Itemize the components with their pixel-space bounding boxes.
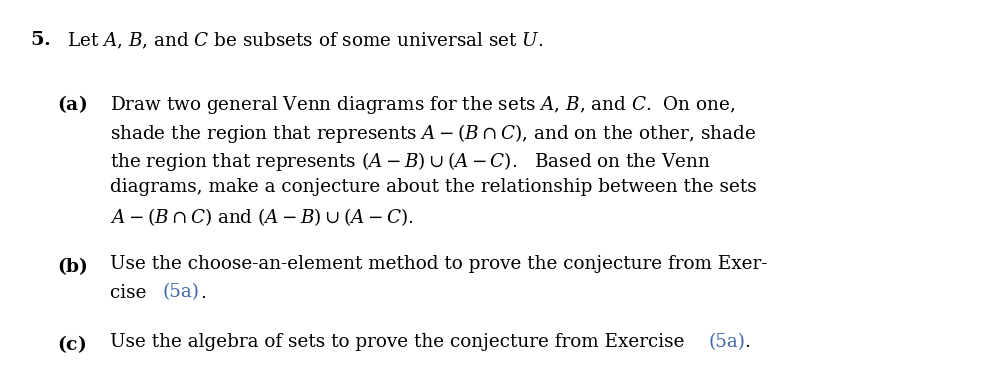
- Text: Draw two general Venn diagrams for the sets $A$, $B$, and $C$.  On one,: Draw two general Venn diagrams for the s…: [110, 94, 735, 115]
- Text: Use the algebra of sets to prove the conjecture from Exercise: Use the algebra of sets to prove the con…: [110, 333, 691, 351]
- Text: Let $A$, $B$, and $C$ be subsets of some universal set $U$.: Let $A$, $B$, and $C$ be subsets of some…: [67, 31, 543, 51]
- Text: $A-(B\cap C)$ and $(A-B)\cup(A-C)$.: $A-(B\cap C)$ and $(A-B)\cup(A-C)$.: [110, 206, 413, 228]
- Text: the region that represents $(A-B)\cup(A-C)$.   Based on the Venn: the region that represents $(A-B)\cup(A-…: [110, 150, 711, 173]
- Text: .: .: [200, 284, 206, 301]
- Text: diagrams, make a conjecture about the relationship between the sets: diagrams, make a conjecture about the re…: [110, 178, 757, 196]
- Text: Use the choose-an-element method to prove the conjecture from Exer-: Use the choose-an-element method to prov…: [110, 255, 768, 273]
- Text: cise: cise: [110, 284, 153, 301]
- Text: $\mathbf{(a)}$: $\mathbf{(a)}$: [57, 94, 88, 115]
- Text: (5a): (5a): [162, 284, 200, 301]
- Text: (5a): (5a): [708, 333, 746, 351]
- Text: .: .: [744, 333, 750, 351]
- Text: $\mathbf{5.}$: $\mathbf{5.}$: [30, 31, 50, 49]
- Text: shade the region that represents $A-(B\cap C)$, and on the other, shade: shade the region that represents $A-(B\c…: [110, 122, 757, 145]
- Text: $\mathbf{(b)}$: $\mathbf{(b)}$: [57, 255, 88, 277]
- Text: $\mathbf{(c)}$: $\mathbf{(c)}$: [57, 333, 87, 355]
